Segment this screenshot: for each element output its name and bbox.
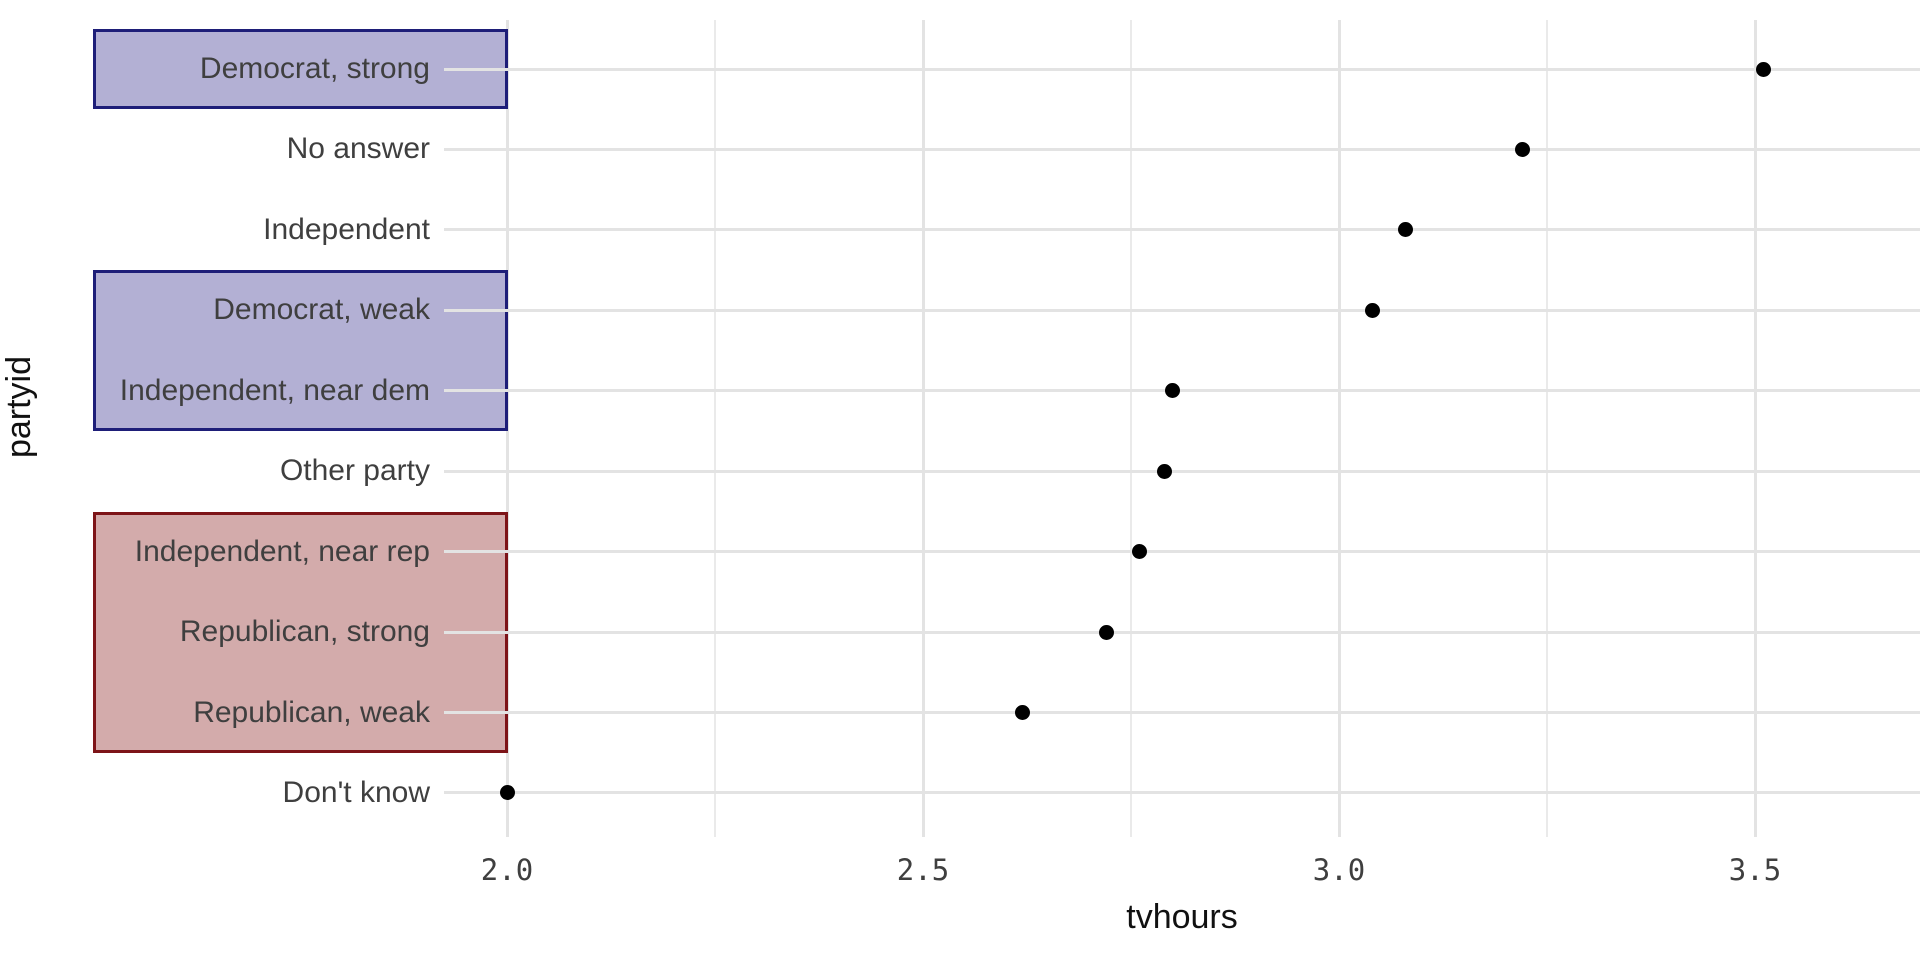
category-label: Don't know — [282, 775, 430, 809]
row-gridline — [444, 389, 1920, 393]
x-tick-label: 2.5 — [896, 853, 950, 887]
row-gridline — [444, 550, 1920, 554]
x-tick-label: 2.0 — [480, 853, 534, 887]
data-point — [1514, 141, 1530, 157]
row-gridline — [444, 228, 1920, 232]
major-gridline — [921, 20, 925, 837]
republican-highlight — [93, 511, 508, 753]
major-gridline — [1753, 20, 1757, 837]
y-axis-title: partyid — [0, 355, 38, 459]
category-label: Democrat, strong — [199, 52, 430, 85]
major-gridline — [1337, 20, 1341, 837]
row-gridline — [444, 469, 1920, 473]
data-point — [499, 785, 515, 801]
category-label: Democrat, weak — [213, 293, 430, 327]
row-gridline — [444, 147, 1920, 151]
data-point — [1364, 302, 1380, 318]
data-point — [1755, 61, 1771, 77]
category-label: No answer — [286, 132, 430, 166]
row-gridline — [444, 711, 1920, 715]
category-label: Republican, weak — [193, 695, 430, 729]
row-gridline — [444, 630, 1920, 634]
minor-gridline — [1546, 20, 1548, 837]
democrat-lean-highlight — [93, 270, 508, 431]
row-gridline — [444, 791, 1920, 795]
x-tick-label: 3.0 — [1312, 853, 1366, 887]
category-label: Independent — [263, 212, 430, 246]
minor-gridline — [1130, 20, 1132, 837]
category-label: Independent, near rep — [134, 534, 430, 568]
row-gridline — [444, 308, 1920, 312]
minor-gridline — [714, 20, 716, 837]
row-gridline — [444, 67, 1920, 71]
category-label: Independent, near dem — [119, 373, 430, 407]
data-point — [1131, 544, 1147, 560]
data-point — [1398, 222, 1414, 238]
category-label: Republican, strong — [179, 615, 430, 649]
x-axis-title: tvhours — [1126, 898, 1238, 936]
data-point — [1165, 383, 1181, 399]
data-point — [1156, 463, 1172, 479]
democrat-strong-highlight — [93, 29, 508, 109]
x-tick-label: 3.5 — [1728, 853, 1782, 887]
data-point — [1015, 705, 1031, 721]
data-point — [1098, 624, 1114, 640]
category-label: Other party — [279, 454, 430, 488]
